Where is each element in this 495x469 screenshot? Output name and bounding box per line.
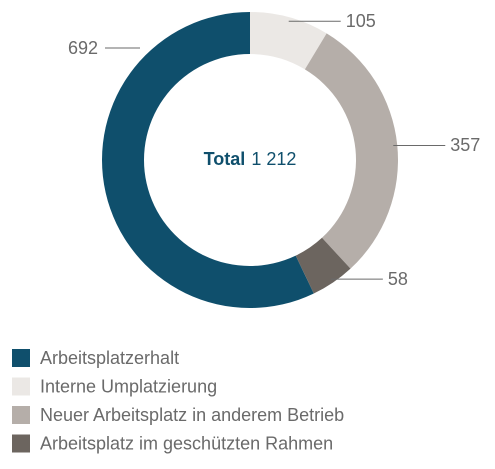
data-label: 58 [388,269,408,289]
legend-swatch [12,406,30,424]
legend-label: Arbeitsplatz im geschützten Rahmen [40,433,333,453]
legend-label: Arbeitsplatzerhalt [40,348,179,368]
center-label: Total 1 212 [204,149,297,169]
legend-label: Neuer Arbeitsplatz in anderem Betrieb [40,405,344,425]
donut-segment [102,11,314,308]
data-label: 105 [346,11,376,31]
legend-label: Interne Umplatzierung [40,376,217,396]
legend-swatch [12,434,30,453]
legend-swatch [12,349,30,367]
donut-segment [250,12,327,70]
legend-swatch [12,377,30,396]
data-label: 357 [450,135,480,155]
center-title: Total [204,149,246,169]
data-label: 692 [68,38,98,58]
center-value: 1 212 [251,149,296,169]
donut-segment [304,33,398,269]
